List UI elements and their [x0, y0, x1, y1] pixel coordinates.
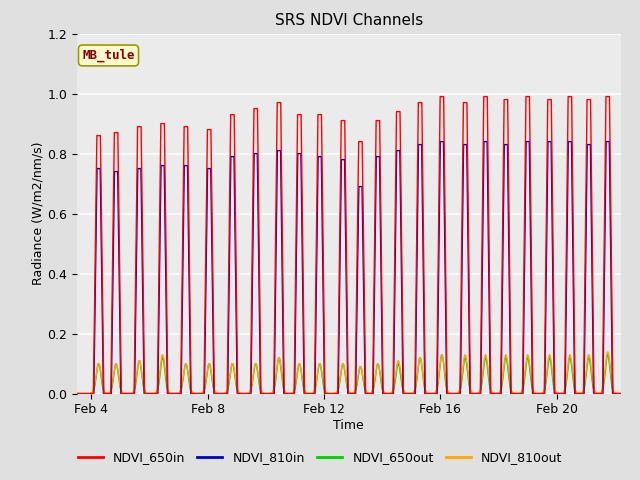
Text: MB_tule: MB_tule: [82, 49, 135, 62]
Legend: NDVI_650in, NDVI_810in, NDVI_650out, NDVI_810out: NDVI_650in, NDVI_810in, NDVI_650out, NDV…: [72, 446, 568, 469]
Title: SRS NDVI Channels: SRS NDVI Channels: [275, 13, 423, 28]
X-axis label: Time: Time: [333, 419, 364, 432]
Y-axis label: Radiance (W/m2/nm/s): Radiance (W/m2/nm/s): [31, 142, 44, 285]
